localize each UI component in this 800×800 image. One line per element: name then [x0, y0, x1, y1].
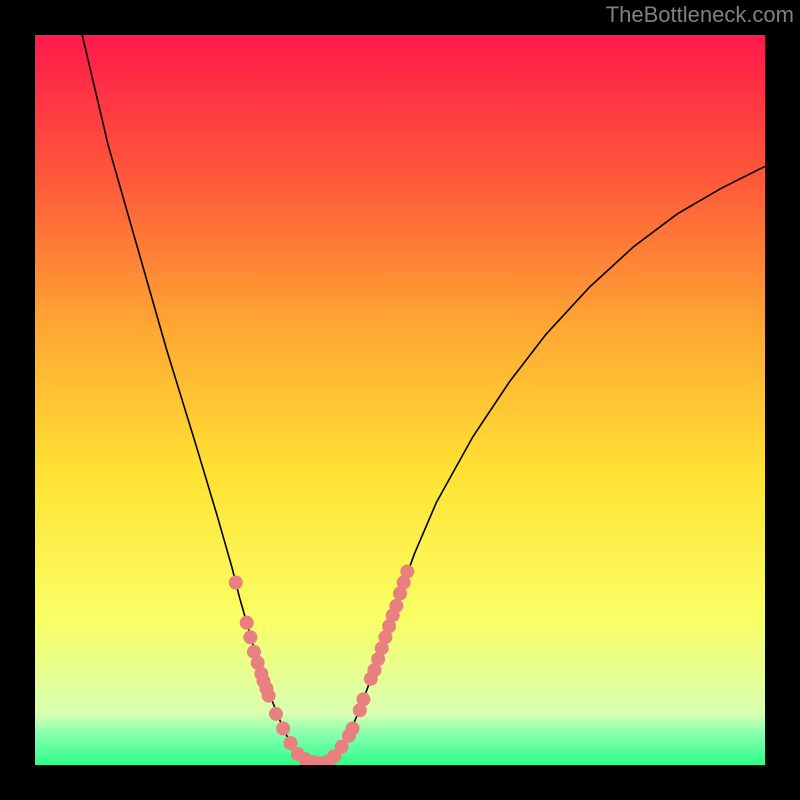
data-marker	[400, 565, 414, 579]
data-marker	[346, 722, 360, 736]
data-marker	[276, 722, 290, 736]
plot-area	[35, 35, 765, 765]
data-marker	[243, 630, 257, 644]
gradient-background	[35, 35, 765, 765]
data-marker	[357, 692, 371, 706]
data-marker	[240, 616, 254, 630]
chart-svg	[35, 35, 765, 765]
outer-frame: TheBottleneck.com	[0, 0, 800, 800]
data-marker	[269, 707, 283, 721]
data-marker	[229, 576, 243, 590]
watermark-text: TheBottleneck.com	[606, 2, 794, 28]
data-marker	[389, 599, 403, 613]
data-marker	[262, 689, 276, 703]
